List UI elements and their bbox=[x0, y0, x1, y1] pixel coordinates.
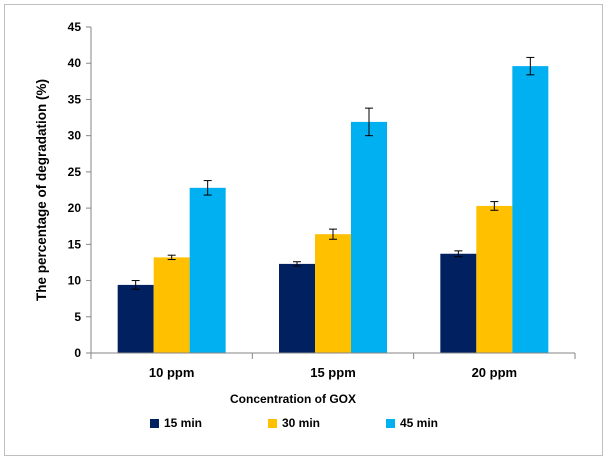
y-tick-label: 40 bbox=[68, 56, 82, 70]
legend-swatch bbox=[150, 419, 159, 428]
x-category-label: 10 ppm bbox=[149, 365, 195, 380]
x-axis-title: Concentration of GOX bbox=[230, 392, 356, 406]
error-bars bbox=[131, 56, 535, 290]
legend-label: 15 min bbox=[164, 416, 202, 430]
y-tick-label: 0 bbox=[74, 346, 81, 360]
y-tick-label: 20 bbox=[68, 201, 82, 215]
x-axis-ticks bbox=[90, 353, 576, 359]
bar bbox=[351, 121, 387, 353]
bar bbox=[153, 257, 190, 353]
y-tick-label: 5 bbox=[74, 310, 81, 324]
legend-label: 45 min bbox=[400, 416, 438, 430]
bar bbox=[189, 187, 226, 353]
legend-label: 30 min bbox=[282, 416, 320, 430]
y-tick-label: 35 bbox=[68, 92, 82, 106]
legend: 15 min 30 min 45 min bbox=[150, 416, 438, 430]
y-tick-label: 30 bbox=[68, 129, 82, 143]
y-axis-ticks: 0 5 10 15 20 25 30 35 40 45 bbox=[68, 20, 91, 360]
legend-swatch bbox=[268, 419, 277, 428]
bar bbox=[117, 284, 154, 353]
bar bbox=[315, 234, 351, 353]
y-tick-label: 15 bbox=[68, 237, 82, 251]
bar bbox=[476, 205, 513, 353]
y-tick-label: 10 bbox=[68, 274, 82, 288]
x-category-label: 20 ppm bbox=[472, 365, 518, 380]
bar bbox=[512, 66, 549, 354]
x-category-label: 15 ppm bbox=[310, 365, 356, 380]
y-tick-label: 25 bbox=[68, 165, 82, 179]
y-tick-label: 45 bbox=[68, 20, 82, 34]
x-axis-category-labels: 10 ppm 15 ppm 20 ppm bbox=[149, 365, 517, 380]
bars bbox=[117, 66, 549, 354]
legend-swatch bbox=[386, 419, 395, 428]
bar bbox=[440, 253, 477, 353]
bar bbox=[279, 263, 315, 353]
y-axis-title: The percentage of degradation (%) bbox=[34, 79, 49, 301]
